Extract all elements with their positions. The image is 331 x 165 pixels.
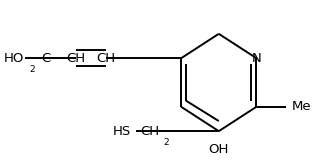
Text: CH: CH	[140, 125, 160, 138]
Text: HO: HO	[4, 52, 24, 65]
Text: 2: 2	[30, 65, 35, 74]
Text: CH: CH	[67, 52, 86, 65]
Text: CH: CH	[97, 52, 116, 65]
Text: C: C	[41, 52, 51, 65]
Text: Me: Me	[292, 100, 312, 113]
Text: OH: OH	[209, 143, 229, 156]
Text: 2: 2	[164, 138, 169, 147]
Text: N: N	[252, 52, 261, 65]
Text: HS: HS	[112, 125, 130, 138]
